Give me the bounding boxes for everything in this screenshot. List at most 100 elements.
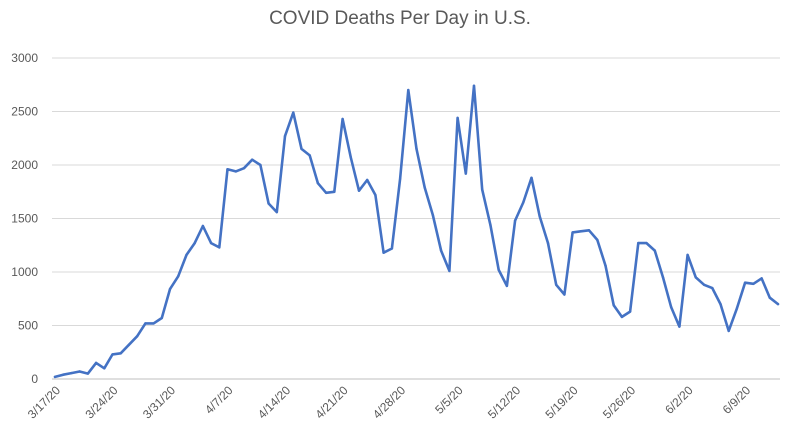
data-point xyxy=(341,117,344,121)
data-point xyxy=(53,375,57,379)
data-point xyxy=(267,202,270,205)
data-point xyxy=(743,281,747,284)
data-point xyxy=(489,223,492,227)
x-tick-label: 4/7/20 xyxy=(202,383,236,417)
x-tick-label: 5/5/20 xyxy=(432,383,466,417)
data-point xyxy=(382,251,385,254)
data-point xyxy=(275,210,278,214)
data-point xyxy=(242,167,246,170)
y-axis-ticks: 0 500 1000 1500 2000 2500 3000 xyxy=(11,51,38,386)
chart-title: COVID Deaths Per Day in U.S. xyxy=(269,8,531,29)
data-point xyxy=(612,304,615,307)
data-point xyxy=(768,296,771,299)
data-point xyxy=(620,315,624,319)
x-tick-label: 5/26/20 xyxy=(600,383,638,421)
data-point xyxy=(423,186,426,189)
x-tick-label: 3/31/20 xyxy=(140,383,178,421)
data-point xyxy=(160,316,163,320)
data-point xyxy=(678,325,681,328)
x-axis-ticks: 3/17/20 3/24/20 3/31/20 4/7/20 4/14/20 4/21/2… xyxy=(25,383,754,421)
data-point xyxy=(136,335,139,338)
data-point xyxy=(300,147,303,151)
data-point xyxy=(694,276,697,279)
data-point xyxy=(144,322,147,325)
data-point xyxy=(505,284,509,288)
x-tick-label: 5/19/20 xyxy=(543,383,581,421)
y-tick-label: 1500 xyxy=(11,212,38,226)
data-point xyxy=(86,372,90,375)
data-point xyxy=(522,201,525,204)
data-point xyxy=(374,193,377,197)
data-point xyxy=(308,154,311,157)
data-point xyxy=(481,188,484,191)
data-point xyxy=(185,253,188,257)
y-tick-label: 0 xyxy=(31,372,38,386)
data-point xyxy=(177,275,180,278)
data-point xyxy=(497,268,500,272)
data-point xyxy=(201,224,205,228)
data-point xyxy=(333,190,336,193)
data-point xyxy=(456,116,459,120)
data-point xyxy=(571,231,574,234)
x-tick-label: 4/28/20 xyxy=(370,383,408,421)
data-point xyxy=(448,269,451,273)
data-point xyxy=(661,276,665,279)
data-point xyxy=(628,310,632,313)
data-point xyxy=(719,302,722,306)
data-point xyxy=(653,249,656,252)
data-point xyxy=(579,230,582,233)
x-tick-label: 4/21/20 xyxy=(312,383,350,421)
y-tick-label: 2000 xyxy=(11,158,38,172)
data-point xyxy=(563,293,566,296)
data-point xyxy=(152,322,155,325)
data-point xyxy=(735,307,739,310)
data-point xyxy=(70,371,73,375)
data-point xyxy=(472,84,476,88)
data-point xyxy=(251,158,254,161)
data-point xyxy=(324,191,328,194)
data-point xyxy=(596,238,599,242)
x-tick-label: 3/24/20 xyxy=(82,383,120,421)
y-tick-label: 500 xyxy=(18,319,38,333)
data-point xyxy=(357,189,361,192)
data-point xyxy=(259,163,262,167)
data-point xyxy=(439,249,443,252)
data-point xyxy=(538,215,541,218)
series-layer xyxy=(53,84,780,379)
data-point xyxy=(218,246,221,249)
data-point xyxy=(78,370,81,373)
data-point xyxy=(103,367,106,370)
data-point xyxy=(415,147,418,151)
x-tick-label: 6/2/20 xyxy=(662,383,696,417)
data-point xyxy=(94,361,98,365)
data-point xyxy=(513,219,517,222)
data-point xyxy=(686,253,689,257)
x-tick-label: 5/12/20 xyxy=(485,383,523,421)
data-point xyxy=(316,182,320,185)
data-point xyxy=(645,241,648,245)
data-point xyxy=(193,241,196,245)
data-point xyxy=(727,329,730,333)
data-point xyxy=(546,241,550,245)
data-point xyxy=(752,282,755,285)
data-point xyxy=(555,283,558,286)
data-point xyxy=(407,88,410,92)
data-point xyxy=(111,353,114,356)
data-point xyxy=(119,352,122,355)
data-point xyxy=(283,134,287,138)
gridlines xyxy=(52,57,780,380)
data-point xyxy=(398,177,402,181)
data-point xyxy=(431,214,435,217)
data-point xyxy=(637,241,640,245)
data-point xyxy=(62,373,65,376)
data-point xyxy=(349,156,352,159)
x-tick-label: 4/14/20 xyxy=(255,383,293,421)
data-point xyxy=(760,277,763,280)
y-tick-label: 2500 xyxy=(11,105,38,119)
data-point xyxy=(530,176,533,179)
data-point xyxy=(670,306,673,309)
series-line-deaths-per-day xyxy=(53,84,780,379)
data-point xyxy=(776,302,780,306)
